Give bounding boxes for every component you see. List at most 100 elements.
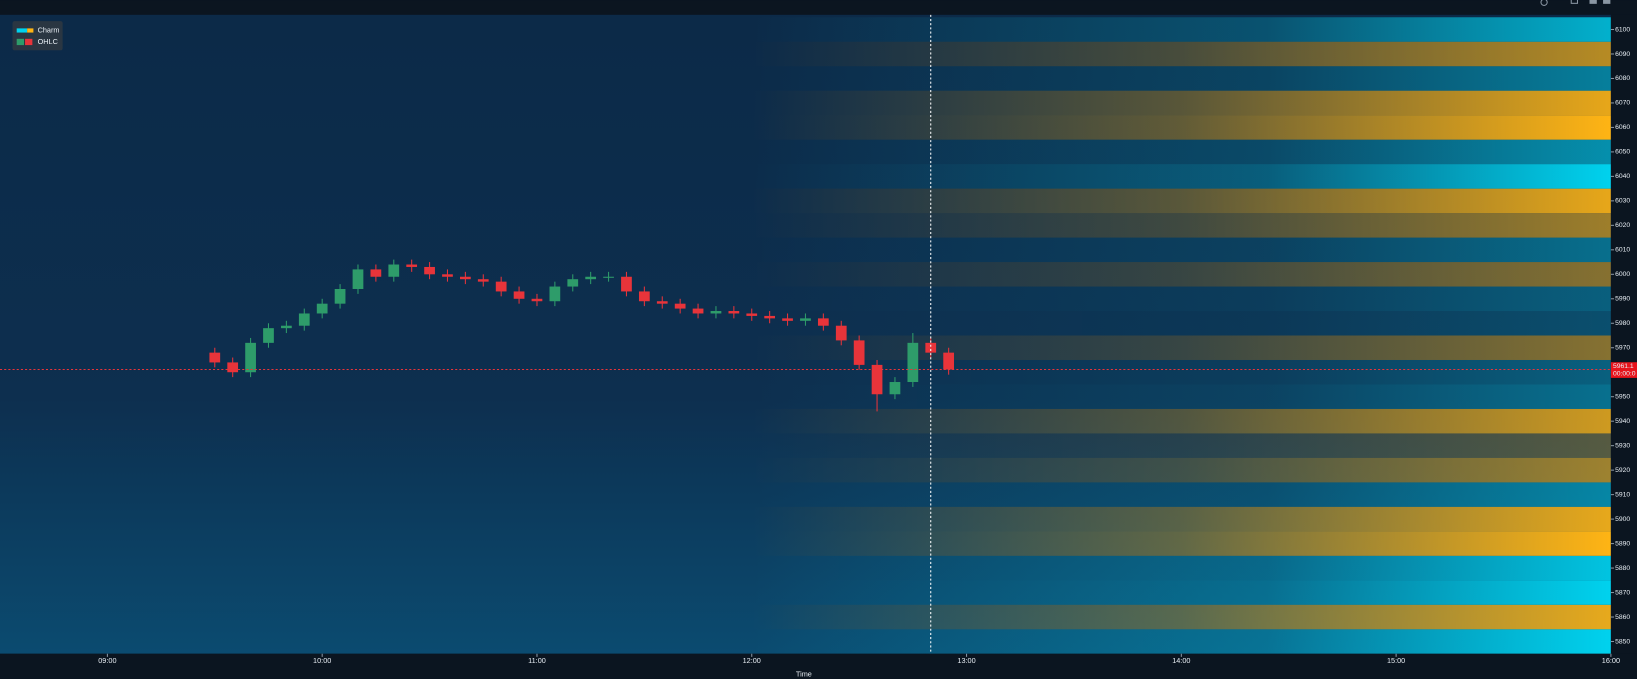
legend-label: Charm	[38, 25, 60, 34]
countdown-label: 00:00:0	[1613, 371, 1636, 378]
legend-swatch	[16, 28, 28, 33]
y-tick-label: 5980	[1615, 320, 1630, 327]
heat-cell	[751, 41, 1611, 67]
y-tick-label: 6020	[1615, 222, 1630, 229]
x-axis-label: Time	[796, 670, 812, 679]
x-tick-label: 11:00	[528, 656, 546, 665]
heat-cell	[751, 286, 1611, 312]
heat-cell	[751, 213, 1611, 238]
candle-body	[621, 276, 632, 292]
candle-body	[817, 318, 829, 326]
candle-body	[638, 291, 650, 302]
heat-cell	[751, 335, 1611, 360]
heat-cell	[751, 531, 1611, 556]
heat-cell	[751, 115, 1611, 140]
candle-body	[460, 276, 471, 280]
candle-body	[495, 281, 507, 292]
heat-cell	[751, 66, 1611, 91]
heat-cell	[751, 482, 1611, 507]
candle-body	[388, 264, 400, 277]
candle-body	[442, 274, 453, 277]
heat-cell	[751, 262, 1611, 287]
x-axis-bar	[0, 653, 1637, 679]
y-tick-label: 5990	[1615, 296, 1630, 303]
legend-swatch	[27, 28, 34, 33]
heat-cell	[751, 164, 1611, 189]
heat-cell	[751, 433, 1611, 458]
heat-cell	[751, 580, 1611, 605]
y-tick-label: 5920	[1615, 467, 1630, 474]
candle-body	[907, 342, 919, 383]
x-tick-label: 14:00	[1172, 656, 1190, 665]
candle-body	[782, 318, 793, 321]
candle-body	[370, 269, 382, 277]
legend-swatch	[16, 38, 25, 46]
candle-body	[585, 276, 597, 280]
candle-body	[352, 269, 364, 289]
candle-body	[263, 328, 274, 343]
y-tick-label: 5910	[1615, 491, 1630, 498]
x-tick-label: 12:00	[743, 656, 761, 665]
candle-body	[871, 364, 883, 395]
candle-body	[800, 318, 811, 321]
y-tick-label: 5870	[1615, 589, 1630, 596]
legend-swatch	[25, 38, 33, 46]
heat-cell	[751, 188, 1611, 214]
y-tick-label: 5850	[1615, 638, 1630, 645]
toolbar-icons	[1540, 0, 1611, 6]
heat-cell	[751, 629, 1611, 654]
candle-body	[835, 325, 847, 341]
x-tick-label: 09:00	[98, 656, 116, 665]
y-tick-label: 6050	[1615, 149, 1630, 156]
candle-body	[513, 291, 525, 299]
x-tick-label: 16:00	[1602, 656, 1620, 665]
heat-cell	[751, 139, 1611, 165]
candle-body	[549, 286, 561, 302]
heat-cell	[751, 555, 1611, 581]
heat-cell	[751, 237, 1611, 263]
heat-cell	[751, 17, 1611, 42]
x-tick-label: 13:00	[957, 656, 975, 665]
candle-body	[567, 279, 579, 287]
y-tick-label: 5860	[1615, 614, 1630, 621]
last-price-badge	[1610, 362, 1637, 378]
y-tick-label: 6090	[1615, 51, 1630, 58]
y-tick-label: 5950	[1615, 394, 1630, 401]
y-tick-label: 5900	[1615, 516, 1630, 523]
candle-body	[281, 325, 292, 329]
x-tick-label: 15:00	[1387, 656, 1405, 665]
candle-body	[764, 315, 776, 319]
candle-body	[674, 303, 686, 309]
y-tick-label: 6060	[1615, 124, 1630, 131]
candle-body	[710, 311, 722, 314]
candle-body	[925, 342, 937, 353]
y-tick-label: 6010	[1615, 247, 1630, 254]
heat-cell	[751, 90, 1611, 116]
last-price-label: 5961.1	[1613, 363, 1634, 370]
x-tick-label: 10:00	[313, 656, 331, 665]
candle-body	[298, 313, 310, 326]
y-axis-bar	[1610, 14, 1637, 654]
heat-cell	[751, 506, 1611, 532]
y-tick-label: 6000	[1615, 271, 1630, 278]
y-tick-label: 6080	[1615, 75, 1630, 82]
y-tick-label: 6030	[1615, 198, 1630, 205]
candle-body	[656, 301, 668, 304]
candle-body	[889, 382, 901, 395]
candle-body	[406, 264, 418, 267]
candle-body	[245, 342, 256, 373]
y-tick-label: 5970	[1615, 345, 1630, 352]
heat-cell	[751, 457, 1611, 483]
candle-body	[853, 340, 865, 365]
heat-cell	[751, 604, 1611, 630]
y-tick-label: 6040	[1615, 173, 1630, 180]
y-tick-label: 6070	[1615, 100, 1630, 107]
candle-body	[209, 352, 221, 363]
candle-body	[746, 313, 758, 316]
y-tick-label: 5890	[1615, 540, 1630, 547]
legend: Charm OHLC	[12, 21, 63, 51]
candle-body	[316, 303, 328, 314]
candle-body	[424, 266, 435, 275]
candle-body	[531, 298, 543, 302]
